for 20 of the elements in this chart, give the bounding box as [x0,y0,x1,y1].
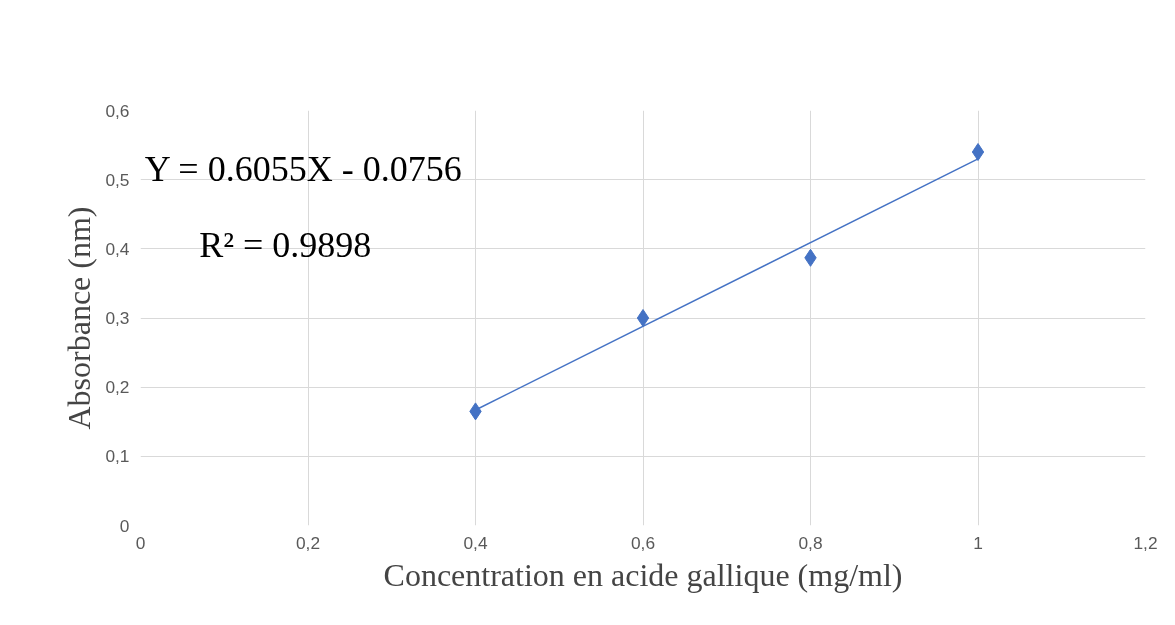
y-tick-label: 0,3 [105,308,130,328]
y-axis-title: Absorbance (nm) [61,206,98,430]
x-axis-title: Concentration en acide gallique (mg/ml) [383,556,903,593]
x-tick-label: 1,2 [1133,532,1158,553]
y-tick-label: 0,2 [105,377,130,398]
y-tick-label: 0,5 [105,169,130,190]
x-tick-label: 0,6 [630,532,656,553]
x-tick-label: 0,2 [295,532,321,553]
annotation: Y = 0.6055X - 0.0756 [144,149,462,190]
x-tick-label: 1 [973,532,983,553]
y-tick-label: 0,6 [105,100,130,121]
point [636,309,650,327]
y-tick-label: 0,4 [105,238,130,259]
x-tick-label: 0,4 [463,532,488,553]
y-tick-label: 0,1 [105,446,130,467]
point [971,143,985,161]
annotation: R² = 0.9898 [199,225,372,266]
x-tick-label: 0,8 [798,532,823,553]
y-tick-label: 0 [119,515,130,536]
x-tick-label: 0 [135,532,146,553]
